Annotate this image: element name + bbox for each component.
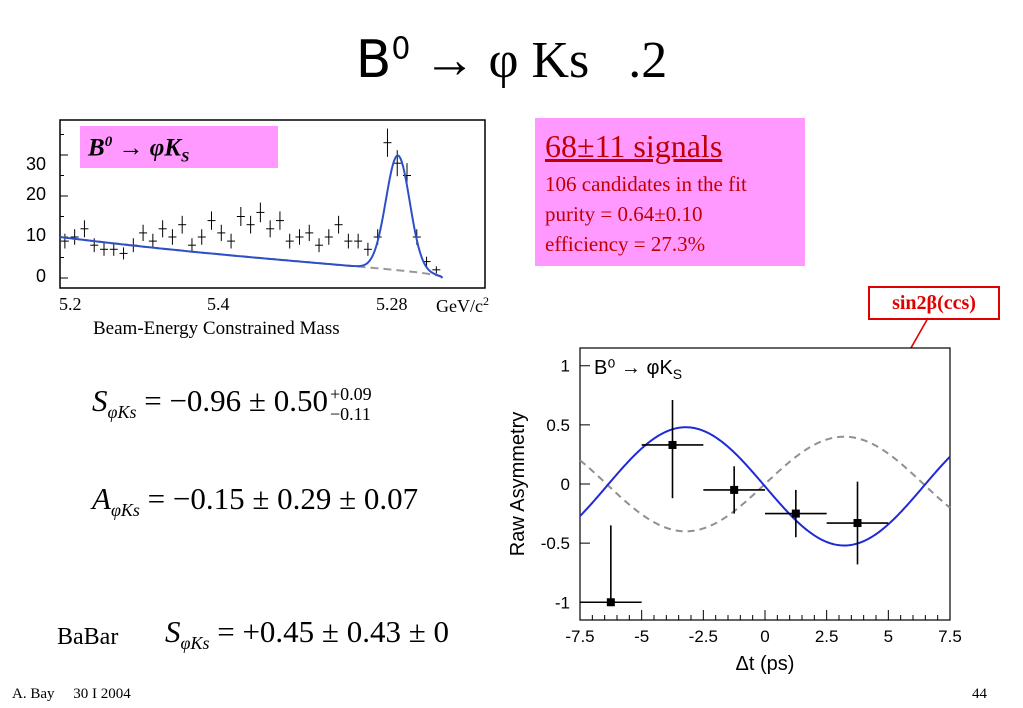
mass-ytick-0: 0 [36, 266, 47, 286]
title-suffix: .2 [589, 32, 668, 89]
mass-xtick-5-28: 5.28 [376, 294, 408, 314]
mass-legend-box [80, 126, 278, 168]
mass-plot [59, 119, 486, 289]
slide-number: 44 [972, 686, 987, 702]
asym-xtick-label: 5 [884, 627, 893, 646]
asym-xtick-label: 0 [760, 627, 769, 646]
asym-ytick-label: 1 [561, 357, 570, 376]
asym-axes: -7.5 -5 -2.5 0 2.5 5 7.5 1 0.5 0 -0.5 -1 [541, 357, 962, 646]
asym-xtick-label: -5 [634, 627, 649, 646]
signal-info-box: 68±11 signals 106 candidates in the fit … [535, 118, 805, 266]
title-phi: φ [488, 32, 519, 89]
mass-xtick-5-4: 5.4 [207, 294, 230, 314]
equation-a-phiks: AφKs = −0.15 ± 0.29 ± 0.07 [92, 481, 419, 521]
title-arrow: → [423, 32, 476, 89]
asym-xtick-label: -2.5 [689, 627, 718, 646]
fit-curve [579, 426, 951, 547]
mass-xlabel: Beam-Energy Constrained Mass [93, 318, 340, 339]
asym-xlabel: Δt (ps) [736, 653, 795, 675]
mass-ytick-20: 20 [26, 184, 47, 204]
mass-y-labels: 30 [26, 144, 46, 184]
sin2beta-label: sin2β(ccs) [868, 286, 1000, 320]
asym-point [730, 485, 739, 494]
asym-data-points [580, 400, 889, 607]
asym-ylabel: Raw Asymmetry [507, 412, 529, 556]
mass-legend: B0 → φKS [88, 134, 190, 166]
mass-ytick-10: 10 [26, 225, 47, 245]
asym-point [791, 509, 800, 518]
asym-point [668, 440, 677, 449]
asym-point [853, 519, 862, 528]
title-ks: Ks [531, 32, 590, 89]
mass-data-points [60, 128, 441, 274]
mass-unit: GeV/c2 [436, 294, 489, 316]
mass-ytick-30: 30 [26, 154, 47, 174]
asym-point [606, 598, 615, 607]
equation-s-phiks: SφKs = −0.96 ± 0.50 +0.09 −0.11 [92, 383, 372, 424]
candidates-line: 106 candidates in the fit [545, 172, 747, 196]
efficiency-line: efficiency = 27.3% [545, 232, 706, 256]
asym-xtick-label: -7.5 [565, 627, 594, 646]
equation-babar-s: SφKs = +0.45 ± 0.43 ± 0 [165, 614, 449, 654]
asym-ytick-label: -0.5 [541, 534, 570, 553]
title-sup: 0 [391, 31, 411, 67]
mass-xtick-5-2: 5.2 [59, 294, 82, 314]
mass-fit-curve [59, 154, 444, 279]
asym-ytick-label: 0.5 [546, 416, 570, 435]
asym-ytick-label: -1 [555, 593, 570, 612]
asym-xtick-label: 7.5 [938, 627, 962, 646]
slide-title: B0 → φ Ks .2 [0, 30, 1023, 90]
asym-legend: B⁰ → φKS [594, 357, 682, 382]
purity-line: purity = 0.64±0.10 [545, 202, 703, 226]
babar-label: BaBar [57, 624, 119, 650]
asym-plot-frame [579, 347, 951, 621]
footer-author: A. Bay 30 I 2004 [12, 686, 131, 702]
signals-heading: 68±11 signals [545, 128, 723, 164]
asymmetry-chart: -7.5 -5 -2.5 0 2.5 5 7.5 1 0.5 0 -0.5 -1 B⁰ → φKS Δ… [507, 347, 962, 675]
asym-xtick-label: 2.5 [815, 627, 839, 646]
title-b: B [355, 30, 392, 90]
asym-ytick-label: 0 [561, 475, 570, 494]
